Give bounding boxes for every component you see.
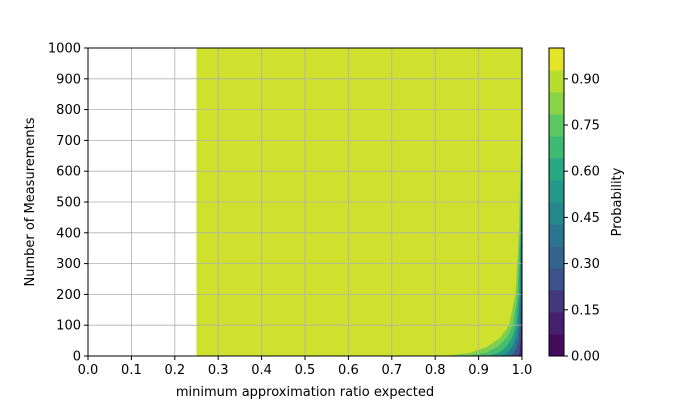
x-tick-label: 0.2 (164, 363, 185, 378)
colorbar-level (549, 290, 564, 313)
x-tick-label: 0.0 (78, 363, 99, 378)
colorbar-level (549, 158, 564, 181)
x-axis-label: minimum approximation ratio expected (176, 385, 434, 400)
x-tick-label: 0.3 (208, 363, 229, 378)
colorbar-level (549, 268, 564, 291)
colorbar-level (549, 246, 564, 269)
x-tick-label: 1.0 (512, 363, 533, 378)
y-tick-label: 500 (56, 196, 81, 211)
colorbar-level (549, 202, 564, 225)
colorbar-tick-label: 0.00 (571, 350, 600, 365)
y-tick-label: 0 (73, 350, 81, 365)
y-tick-label: 1000 (48, 42, 81, 57)
colorbar-level (549, 114, 564, 137)
y-axis: 0 100 200 300 400 500 600 700 800 900 1000 (48, 42, 88, 365)
colorbar-level (549, 48, 564, 71)
colorbar-level (549, 180, 564, 203)
colorbar-level (549, 224, 564, 247)
x-tick-label: 0.7 (381, 363, 402, 378)
y-tick-label: 700 (56, 134, 81, 149)
x-tick-label: 0.1 (121, 363, 142, 378)
colorbar-level (549, 136, 564, 159)
x-tick-label: 0.6 (338, 363, 359, 378)
colorbar-level (549, 334, 564, 357)
y-tick-label: 400 (56, 226, 81, 241)
colorbar-tick-label: 0.30 (571, 257, 600, 272)
x-tick-label: 0.4 (251, 363, 272, 378)
colorbar-tick-label: 0.15 (571, 303, 600, 318)
colorbar-tick-label: 0.60 (571, 165, 600, 180)
y-tick-label: 200 (56, 288, 81, 303)
colorbar-tick-label: 0.45 (571, 211, 600, 226)
colorbar (548, 47, 565, 357)
x-tick-label: 0.9 (468, 363, 489, 378)
x-tick-label: 0.5 (295, 363, 316, 378)
y-tick-label: 600 (56, 165, 81, 180)
colorbar-axis: 0.00 0.15 0.30 0.45 0.60 0.75 0.90 (564, 72, 600, 365)
colorbar-tick-label: 0.75 (571, 119, 600, 134)
y-tick-label: 300 (56, 257, 81, 272)
colorbar-level (549, 70, 564, 93)
colorbar-frame (548, 47, 565, 357)
y-tick-label: 900 (56, 72, 81, 87)
x-axis: 0.0 0.1 0.2 0.3 0.4 0.5 0.6 0.7 0.8 0.9 1.0 (78, 356, 533, 378)
colorbar-level (549, 92, 564, 115)
y-tick-label: 100 (56, 319, 81, 334)
y-axis-label: Number of Measurements (23, 117, 38, 286)
colorbar-label: Probability (610, 167, 625, 236)
y-tick-label: 800 (56, 103, 81, 118)
colorbar-level (549, 312, 564, 335)
x-tick-label: 0.8 (425, 363, 446, 378)
colorbar-tick-label: 0.90 (571, 72, 600, 87)
